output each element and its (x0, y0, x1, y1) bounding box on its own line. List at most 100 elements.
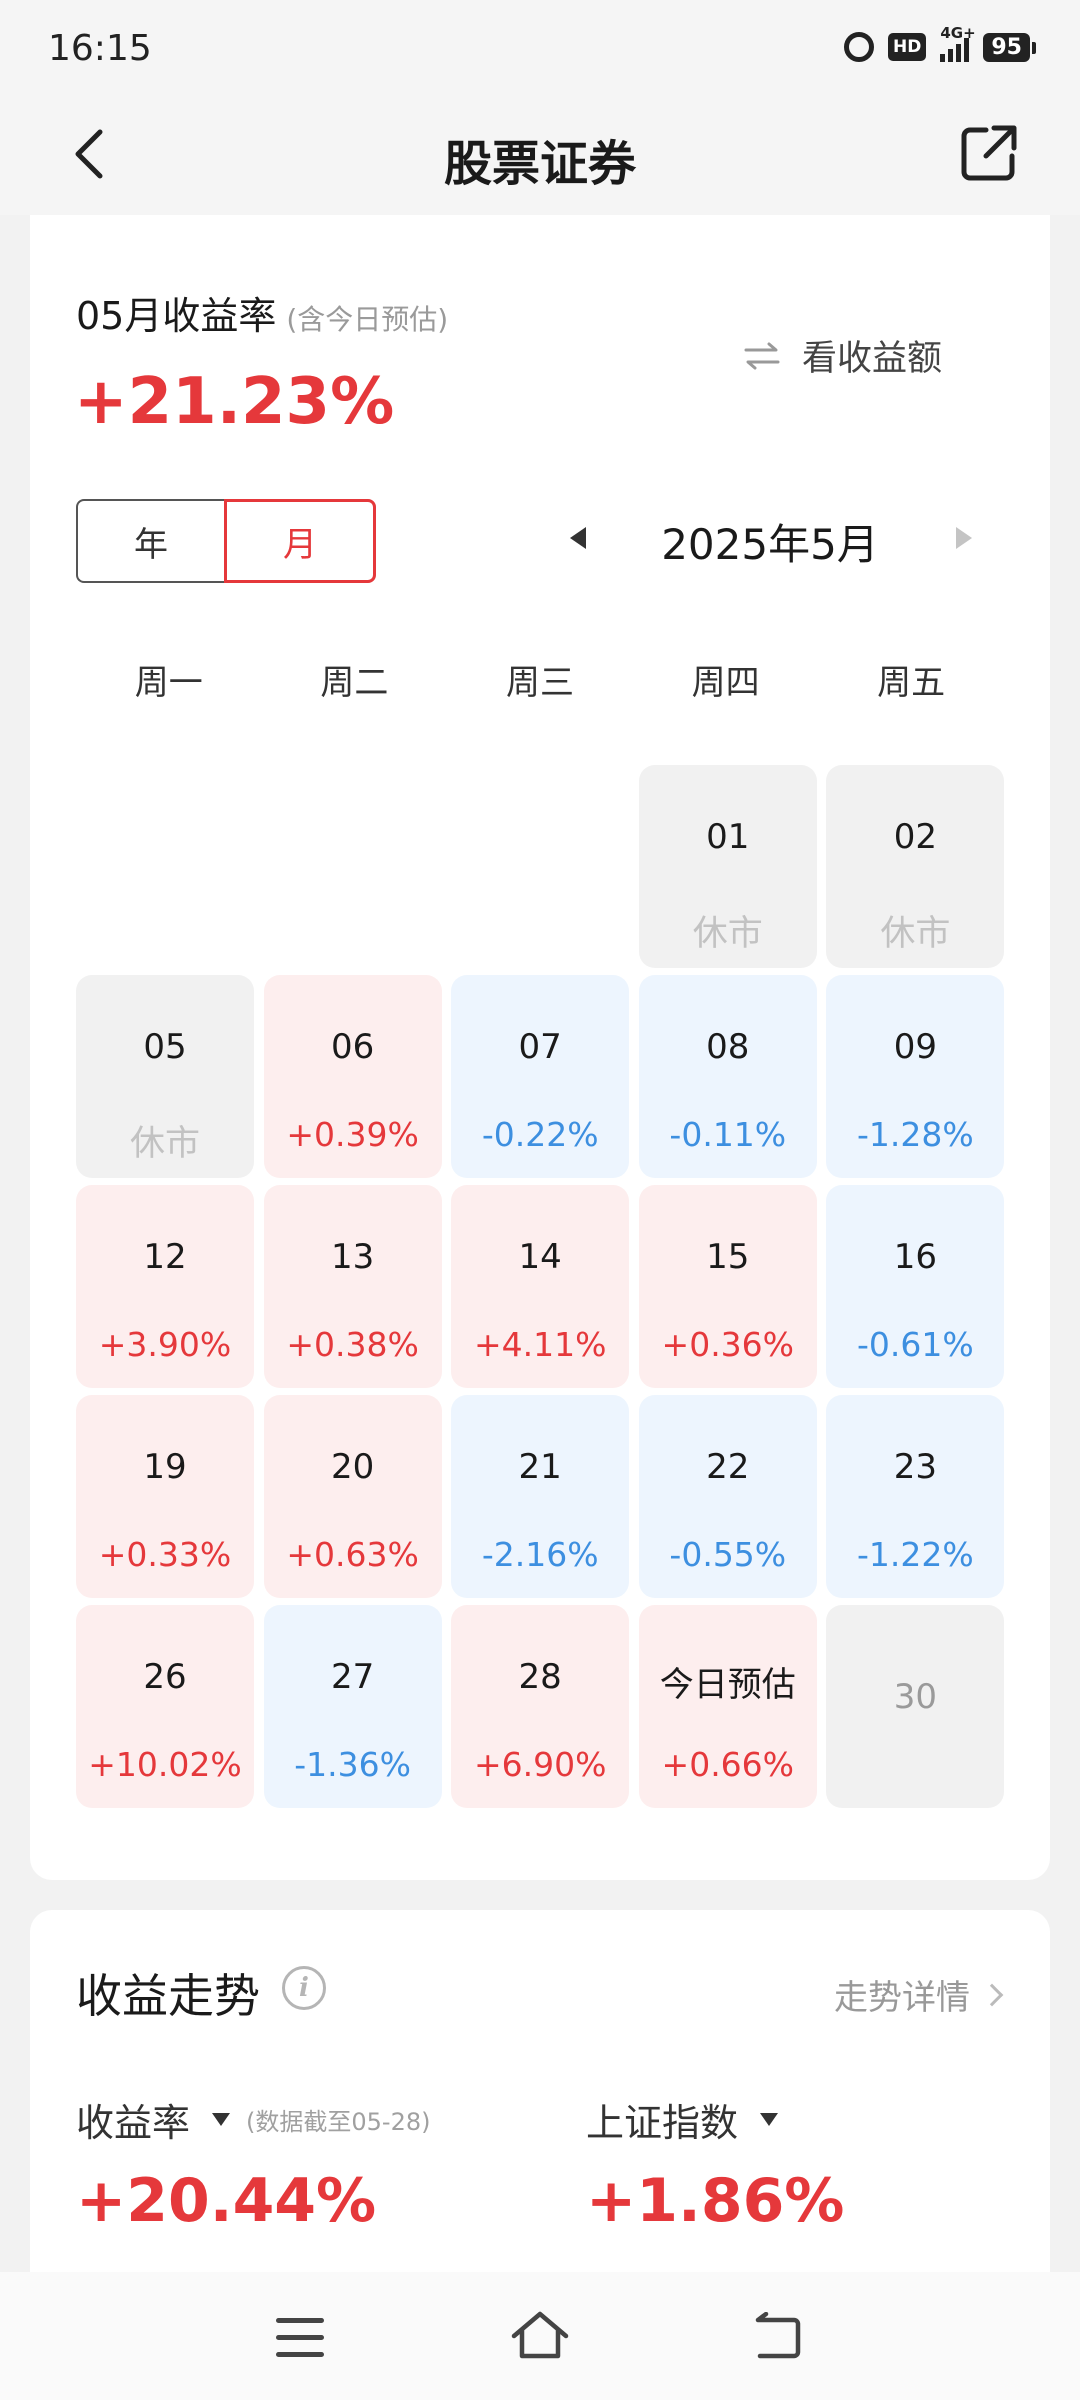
status-icons: HD 4G+ 95 (844, 24, 1036, 62)
month-label: 2025年5月 (661, 520, 879, 569)
day-number: 22 (706, 1447, 750, 1487)
swap-icon (744, 342, 780, 369)
day-return-value: +0.39% (286, 1115, 419, 1154)
day-number: 08 (706, 1027, 750, 1067)
market-closed-label: 休市 (880, 914, 951, 954)
calendar-day-cell[interactable]: 22 -0.55% (638, 1395, 817, 1598)
weekday-label: 周五 (877, 663, 946, 703)
monthly-return-title: 05月收益率 (含今日预估) (76, 285, 448, 340)
back-icon[interactable] (752, 2312, 804, 2362)
chevron-left-icon[interactable] (62, 124, 122, 184)
day-return-value: +0.38% (286, 1325, 419, 1364)
day-number: 14 (518, 1237, 562, 1277)
day-number: 16 (893, 1237, 938, 1277)
network-type-label: 4G+ (940, 24, 976, 42)
day-number: 05 (143, 1027, 187, 1067)
day-number: 21 (518, 1447, 562, 1487)
month-navigator: 2025年5月 (540, 505, 1000, 575)
caret-down-icon (212, 2113, 231, 2126)
share-external-icon[interactable] (956, 120, 1022, 186)
index-selector[interactable]: 上证指数 (586, 2092, 794, 2147)
calendar-day-cell[interactable]: 28 +6.90% (451, 1605, 630, 1808)
trend-detail-link[interactable]: 走势详情 (834, 1970, 1004, 2019)
day-number: 07 (518, 1027, 562, 1067)
day-return-value: -1.28% (857, 1115, 974, 1154)
trend-title: 收益走势 (76, 1969, 260, 2023)
status-bar: 16:15 HD 4G+ 95 (0, 0, 1080, 100)
calendar-day-cell[interactable]: 01 休市 (638, 765, 817, 968)
day-return-value: +6.90% (473, 1745, 607, 1784)
system-nav-bar (0, 2272, 1080, 2400)
calendar-day-cell[interactable]: 05 休市 (76, 975, 254, 1178)
menu-icon[interactable] (276, 2318, 324, 2358)
calendar-day-cell[interactable]: 15 +0.36% (638, 1185, 817, 1388)
calendar-day-cell[interactable]: 09 -1.28% (826, 975, 1005, 1178)
calendar-day-cell[interactable]: 14 +4.11% (451, 1185, 630, 1388)
calendar-day-cell[interactable]: 26 +10.02% (76, 1605, 254, 1808)
calendar-day-cell[interactable]: 19 +0.33% (76, 1395, 254, 1598)
segment-month[interactable]: 月 (224, 499, 376, 583)
day-number: 20 (330, 1447, 375, 1487)
day-number: 26 (143, 1657, 187, 1697)
day-number: 01 (706, 817, 750, 857)
day-number: 06 (330, 1027, 375, 1067)
status-time: 16:15 (48, 28, 152, 69)
day-number: 02 (893, 817, 938, 857)
caret-down-icon (760, 2113, 779, 2126)
chevron-right-icon (980, 1983, 1004, 2006)
calendar-day-cell[interactable]: 16 -0.61% (826, 1185, 1005, 1388)
day-return-value: -0.22% (481, 1115, 599, 1154)
index-label: 上证指数 (586, 2101, 739, 2145)
nav-bar: 股票证券 (0, 100, 1080, 215)
weekday-label: 周四 (691, 663, 760, 703)
day-number: 12 (143, 1237, 187, 1277)
signal-icon: 4G+ (940, 24, 976, 62)
monthly-return-value: +21.23% (74, 365, 395, 439)
calendar-day-cell[interactable]: 今日预估 +0.66% (638, 1605, 817, 1808)
calendar-day-cell[interactable]: 21 -2.16% (451, 1395, 630, 1598)
info-icon[interactable]: i (282, 1966, 326, 2010)
calendar-day-cell[interactable]: 06 +0.39% (263, 975, 442, 1178)
day-return-value: +4.11% (473, 1325, 607, 1364)
monthly-return-card: 05月收益率 (含今日预估) +21.23% 看收益额 年 月 2025年5月 周… (30, 215, 1050, 1880)
next-month-icon[interactable] (956, 527, 972, 549)
day-number: 15 (706, 1237, 750, 1277)
day-return-value: +10.02% (88, 1745, 242, 1784)
calendar-day-cell[interactable]: 27 -1.36% (263, 1605, 442, 1808)
day-number: 09 (893, 1027, 938, 1067)
day-return-value: -0.61% (857, 1325, 974, 1364)
day-return-value: +0.66% (661, 1745, 795, 1784)
calendar-day-cell[interactable]: 08 -0.11% (638, 975, 817, 1178)
calendar-day-cell[interactable]: 13 +0.38% (263, 1185, 442, 1388)
day-return-value: +3.90% (98, 1325, 232, 1364)
day-number: 30 (893, 1677, 938, 1717)
monthly-return-note: (含今日预估) (286, 303, 449, 336)
prev-month-icon[interactable] (570, 527, 586, 549)
switch-to-amount-label: 看收益额 (801, 339, 942, 379)
weekday-label: 周二 (320, 663, 389, 703)
calendar-day-cell[interactable]: 20 +0.63% (263, 1395, 442, 1598)
day-number: 今日预估 (659, 1665, 796, 1705)
day-return-value: -1.22% (857, 1535, 974, 1574)
alarm-icon (844, 32, 875, 62)
calendar-day-cell[interactable]: 12 +3.90% (76, 1185, 254, 1388)
day-return-value: +0.36% (661, 1325, 795, 1364)
calendar-day-cell[interactable]: 02 休市 (826, 765, 1005, 968)
day-number: 13 (330, 1237, 375, 1277)
calendar-day-cell[interactable]: 23 -1.22% (826, 1395, 1005, 1598)
calendar-day-cell[interactable]: 07 -0.22% (451, 975, 630, 1178)
monthly-return-label: 05月收益率 (76, 294, 277, 338)
market-closed-label: 休市 (692, 914, 763, 954)
weekday-label: 周三 (505, 663, 574, 703)
weekday-header: 周一 周二 周三 周四 周五 (76, 655, 1004, 704)
day-return-value: +0.63% (286, 1535, 419, 1574)
segment-year[interactable]: 年 (76, 499, 224, 583)
market-closed-label: 休市 (129, 1124, 200, 1164)
return-metric-selector[interactable]: 收益率 (数据截至05-28) (76, 2092, 430, 2147)
day-return-value: +0.33% (98, 1535, 232, 1574)
day-number: 23 (893, 1447, 938, 1487)
switch-to-amount-button[interactable]: 看收益额 (742, 330, 942, 381)
home-icon[interactable] (510, 2308, 570, 2362)
day-number: 27 (330, 1657, 375, 1697)
day-number: 28 (518, 1657, 562, 1697)
